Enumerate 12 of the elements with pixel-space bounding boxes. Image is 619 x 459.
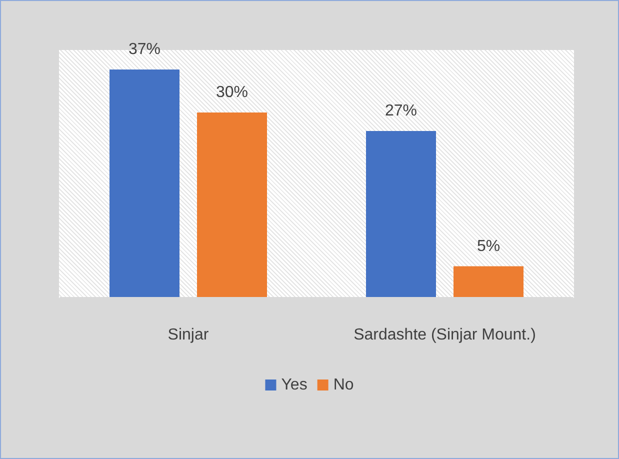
legend-label: Yes (281, 376, 308, 394)
x-tick-label: Sardashte (Sinjar Mount.) (354, 326, 536, 344)
bar (197, 112, 267, 297)
data-label: 27% (384, 102, 418, 120)
bar (110, 69, 180, 297)
data-label: 37% (128, 40, 161, 58)
bar (454, 266, 524, 297)
bar (366, 130, 436, 297)
data-label: 5% (476, 238, 500, 255)
legend-label: No (333, 376, 354, 394)
x-tick-label: Sinjar (168, 326, 210, 344)
data-label: 30% (216, 84, 248, 101)
